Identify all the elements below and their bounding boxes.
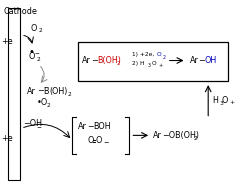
Text: Ar: Ar: [82, 56, 91, 65]
Text: 2: 2: [117, 61, 120, 66]
Text: O: O: [31, 23, 37, 33]
Text: −: −: [37, 124, 42, 129]
Text: 2: 2: [38, 29, 42, 33]
Text: 2: 2: [47, 103, 51, 108]
Text: −: −: [91, 56, 98, 65]
Text: 3: 3: [219, 101, 223, 106]
Text: −: −: [37, 87, 44, 96]
Text: 3: 3: [148, 64, 151, 68]
Text: Ar: Ar: [78, 122, 87, 131]
Text: +e: +e: [1, 37, 13, 46]
Text: +: +: [229, 100, 234, 105]
Text: B̅: B̅: [43, 87, 48, 96]
Text: 2) H: 2) H: [132, 61, 145, 66]
Text: −: −: [87, 122, 94, 131]
Text: −: −: [198, 56, 205, 65]
Text: •O: •O: [37, 98, 48, 107]
Text: H: H: [212, 96, 218, 105]
Text: +e: +e: [1, 134, 13, 143]
Bar: [8, 8, 20, 180]
Text: Cathode: Cathode: [3, 7, 37, 16]
Text: −OH: −OH: [23, 119, 42, 128]
Text: −OB(OH): −OB(OH): [162, 131, 199, 140]
Text: 2: 2: [163, 55, 166, 60]
Text: (OH): (OH): [50, 87, 68, 96]
Text: O: O: [222, 96, 228, 105]
Text: O: O: [87, 136, 93, 145]
Text: 2: 2: [67, 91, 71, 97]
Text: +: +: [158, 64, 162, 68]
Text: OH: OH: [204, 56, 216, 65]
Text: Ar: Ar: [27, 87, 36, 96]
Text: 2: 2: [36, 57, 40, 62]
Text: O: O: [96, 136, 102, 145]
Text: B(OH): B(OH): [97, 56, 121, 65]
Text: O: O: [152, 61, 157, 66]
Text: −: −: [103, 140, 108, 146]
Text: 1) +2e,: 1) +2e,: [132, 52, 156, 57]
Text: O: O: [157, 52, 162, 57]
Text: −: −: [34, 51, 39, 56]
Text: Ar: Ar: [190, 56, 198, 65]
Text: •: •: [29, 47, 35, 57]
Text: 2: 2: [194, 136, 197, 141]
Bar: [78, 42, 228, 81]
Text: Ar: Ar: [153, 131, 162, 140]
Text: O: O: [29, 52, 35, 61]
Text: BOH: BOH: [93, 122, 111, 131]
